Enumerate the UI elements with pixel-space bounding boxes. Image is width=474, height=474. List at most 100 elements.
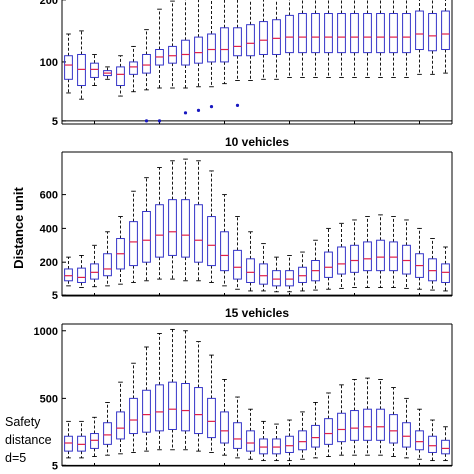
box-iqr <box>142 210 151 263</box>
box-13 <box>220 0 229 85</box>
box-iqr <box>181 39 190 66</box>
box-iqr <box>142 53 151 74</box>
box-18 <box>285 254 294 293</box>
box-iqr <box>272 19 281 55</box>
box-24 <box>363 0 372 78</box>
box-2 <box>77 254 86 288</box>
box-iqr <box>220 231 229 272</box>
box-20 <box>311 239 320 291</box>
box-11 <box>194 160 203 282</box>
box-iqr <box>298 430 307 451</box>
box-iqr <box>376 408 385 441</box>
box-1 <box>64 33 73 94</box>
box-25 <box>376 214 385 288</box>
box-4 <box>103 231 112 287</box>
box-iqr <box>155 384 164 432</box>
y-tick-label: 5 <box>52 290 58 302</box>
box-iqr <box>103 422 112 445</box>
panel-1: 5 100 200 <box>40 0 453 128</box>
box-iqr <box>298 266 307 283</box>
box-iqr <box>259 438 268 455</box>
box-iqr <box>415 430 424 451</box>
box-iqr <box>64 435 73 452</box>
box-iqr <box>181 383 190 432</box>
panel-3: 5 500 1000 15 vehicles <box>34 306 453 472</box>
box-30 <box>441 0 450 74</box>
box-iqr <box>233 27 242 57</box>
box-21 <box>324 227 333 290</box>
box-iqr <box>77 435 86 452</box>
box-iqr <box>298 13 307 54</box>
box-30 <box>441 246 450 292</box>
panels: 5 100 200 5 200 400 600 10 vehicles 5 500 1000 15 v… <box>34 0 453 472</box>
box-21 <box>324 0 333 78</box>
box-10 <box>181 158 190 282</box>
box-9 <box>168 0 177 89</box>
box-16 <box>259 0 268 80</box>
box-3 <box>90 416 99 457</box>
box-4 <box>103 66 112 80</box>
box-iqr <box>220 411 229 444</box>
box-6 <box>129 362 138 453</box>
box-17 <box>272 256 281 293</box>
box-iqr <box>246 258 255 283</box>
box-iqr <box>311 13 320 54</box>
box-15 <box>246 231 255 292</box>
box-iqr <box>350 13 359 54</box>
box-5 <box>116 55 125 97</box>
box-22 <box>337 384 346 456</box>
box-iqr <box>441 439 450 455</box>
box-13 <box>220 194 229 287</box>
box-iqr <box>363 408 372 441</box>
box-8 <box>155 333 164 451</box>
box-16 <box>259 243 268 292</box>
box-iqr <box>259 21 268 55</box>
box-3 <box>90 54 99 86</box>
box-iqr <box>337 13 346 54</box>
box-iqr <box>415 10 424 51</box>
box-iqr <box>285 14 294 54</box>
box-8 <box>155 167 164 280</box>
box-7 <box>142 177 151 282</box>
box-18 <box>285 419 294 462</box>
box-iqr <box>116 66 125 87</box>
box-iqr <box>350 410 359 441</box>
box-iqr <box>168 45 177 64</box>
box-5 <box>116 381 125 455</box>
box-iqr <box>402 13 411 54</box>
box-10 <box>181 330 190 451</box>
box-iqr <box>168 199 177 256</box>
outlier-point <box>209 105 214 109</box>
box-17 <box>272 423 281 462</box>
box-19 <box>298 0 307 78</box>
boxes <box>64 0 450 123</box>
box-iqr <box>428 258 437 282</box>
box-iqr <box>428 435 437 453</box>
box-29 <box>428 0 437 75</box>
box-26 <box>389 387 398 457</box>
box-iqr <box>233 249 242 280</box>
box-iqr <box>90 433 99 449</box>
box-iqr <box>168 381 177 430</box>
box-9 <box>168 160 177 280</box>
box-iqr <box>324 418 333 445</box>
box-9 <box>168 328 177 451</box>
box-21 <box>324 392 333 457</box>
box-iqr <box>441 263 450 283</box>
box-28 <box>415 408 424 460</box>
box-iqr <box>376 13 385 54</box>
box-iqr <box>220 27 229 63</box>
box-iqr <box>324 251 333 278</box>
outlier-point <box>183 111 188 115</box>
box-25 <box>376 378 385 456</box>
box-4 <box>103 401 112 456</box>
box-20 <box>311 401 320 459</box>
box-iqr <box>376 239 385 272</box>
box-28 <box>415 0 424 75</box>
y-tick-label: 1000 <box>34 326 58 338</box>
outlier-point <box>157 119 162 123</box>
y-tick-label: 200 <box>40 0 58 7</box>
box-1 <box>64 256 73 287</box>
box-iqr <box>363 13 372 54</box>
